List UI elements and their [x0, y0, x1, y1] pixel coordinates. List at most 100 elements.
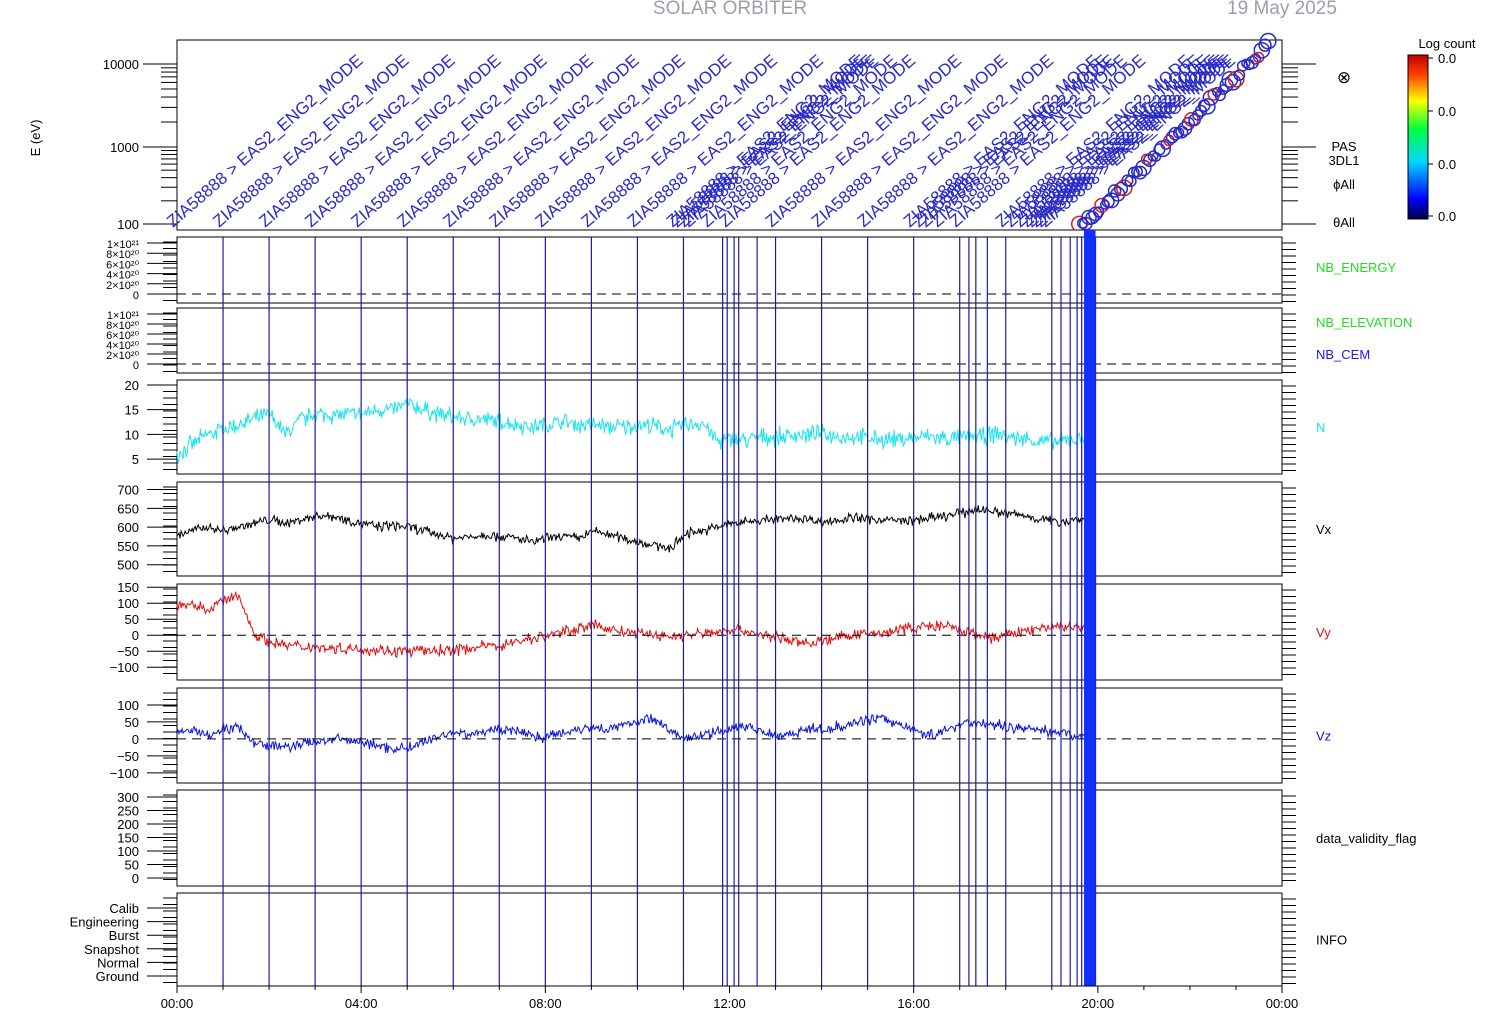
colorbar-tick-label: 0.0 — [1438, 157, 1456, 172]
annotation-cluster-mark — [1214, 89, 1226, 102]
colorbar — [1407, 54, 1429, 220]
spectrogram-y-tick-label: 10000 — [103, 57, 139, 72]
y-tick-label: 0 — [132, 628, 139, 643]
y-tick-label: 0 — [133, 360, 139, 372]
y-tick-label: 600 — [117, 520, 139, 535]
annotation-cluster-mark — [1211, 86, 1223, 97]
annotation-cluster-mark — [1199, 98, 1216, 115]
panel-nb_elevation: NB_ELEVATION NB_CEM 1×10²¹8×10²⁰6×10²⁰4×10… — [106, 307, 1412, 374]
y-tick-label: 0 — [132, 732, 139, 747]
y-tick-label: 250 — [117, 804, 139, 819]
annotation-cluster-mark — [1218, 84, 1229, 95]
annotation-cluster-mark — [1160, 139, 1172, 150]
time-axis: 00:00 04:00 08:00 12:00 16:00 20:00 00:00 — [161, 985, 1299, 1011]
series-line-vy — [176, 590, 1089, 659]
spectrogram-y-tick-label: 100 — [117, 217, 139, 232]
series-line-n — [176, 398, 1090, 464]
panel-frame — [176, 481, 1283, 577]
plot-title: SOLAR ORBITER — [653, 0, 807, 19]
spectrogram-label: ϕAll — [1333, 177, 1355, 192]
y-tick-label: 700 — [117, 483, 139, 498]
y-tick-label: 0 — [132, 871, 139, 886]
panel-frame — [176, 379, 1283, 475]
y-tick-label: 1×10²¹ — [107, 239, 139, 251]
series-line-vx — [176, 505, 1090, 553]
annotation-cluster-mark — [1243, 58, 1255, 71]
annotation-cluster-mark — [1192, 109, 1204, 121]
plot-date: 19 May 2025 — [1227, 0, 1337, 19]
panel-frame — [176, 789, 1283, 887]
panel-vx: Vx 500 550 600 650 700 — [117, 481, 1332, 577]
y-tick-label: 2×10²⁰ — [106, 280, 139, 292]
annotation-cluster-mark — [1100, 199, 1110, 210]
y-tick-label: 100 — [117, 596, 139, 611]
panel-vz: Vz −100 −50 0 50 100 — [110, 687, 1331, 784]
y-tick-label: 150 — [117, 831, 139, 846]
y-tick-label: −50 — [117, 749, 139, 764]
annotation-cluster-mark — [1115, 179, 1133, 197]
series-label-nb-elevation: NB_ELEVATION — [1316, 315, 1412, 330]
spectrogram-label: 3DL1 — [1328, 153, 1359, 168]
y-tick-label: 6×10²⁰ — [106, 259, 139, 271]
annotation-cluster-mark — [1107, 184, 1122, 198]
y-tick-label: 10 — [125, 427, 139, 442]
colorbar-label: Log count — [1418, 36, 1475, 51]
y-tick-label: 15 — [125, 403, 139, 418]
series-label-vx: Vx — [1316, 522, 1332, 537]
time-tick-label: 16:00 — [897, 996, 930, 1011]
annotation-cluster-mark — [1259, 32, 1277, 50]
y-tick-label: −100 — [110, 660, 139, 675]
series-line-vz — [176, 713, 1090, 755]
y-tick-label: 20 — [125, 378, 139, 393]
annotation-cluster-mark — [1175, 125, 1189, 139]
annotation-cluster-mark — [1181, 116, 1196, 131]
panel-n: N 5 10 15 20 — [125, 378, 1325, 475]
y-tick-label: 8×10²⁰ — [106, 249, 139, 261]
time-tick-label: 04:00 — [345, 996, 378, 1011]
y-tick-label: 650 — [117, 501, 139, 516]
y-tick-label: 150 — [117, 580, 139, 595]
y-tick-label: 50 — [125, 858, 139, 873]
y-tick-label: 0 — [133, 290, 139, 302]
series-label-vy: Vy — [1316, 625, 1331, 640]
colorbar-ticks: 0.0 0.0 0.0 0.0 — [1428, 51, 1456, 224]
time-tick-label: 00:00 — [1266, 996, 1299, 1011]
y-tick-label: Calib — [109, 901, 139, 916]
spectrogram-label: θAll — [1333, 215, 1355, 230]
y-tick-label: −50 — [117, 644, 139, 659]
series-label-info: INFO — [1316, 933, 1347, 948]
panel-frame — [176, 583, 1283, 681]
y-tick-label: −100 — [110, 766, 139, 781]
y-tick-label: Snapshot — [84, 942, 139, 957]
y-tick-label: Burst — [109, 928, 140, 943]
panel-frame — [176, 892, 1283, 987]
time-tick-label: 12:00 — [713, 996, 746, 1011]
y-tick-label: Engineering — [70, 915, 139, 930]
spectrogram-frame — [176, 39, 1283, 231]
spectrogram-y-tick-label: 1000 — [110, 140, 139, 155]
annotation-cluster-mark — [1147, 150, 1159, 162]
time-series-panels: NB_ENERGY1×10²¹8×10²⁰6×10²⁰4×10²⁰2×10²⁰0… — [70, 236, 1416, 987]
series-label-nb-cem: NB_CEM — [1316, 347, 1370, 362]
y-tick-label: 4×10²⁰ — [106, 340, 139, 352]
y-tick-label: 50 — [125, 715, 139, 730]
y-tick-label: 100 — [117, 844, 139, 859]
north-south-icon: ⊗ — [1337, 68, 1351, 87]
annotation-cluster-mark — [1140, 153, 1153, 166]
colorbar-tick-label: 0.0 — [1438, 104, 1456, 119]
energy-axis-label: E (eV) — [28, 120, 43, 157]
y-tick-label: 1×10²¹ — [107, 310, 139, 322]
time-tick-label: 00:00 — [161, 996, 194, 1011]
y-tick-label: 100 — [117, 698, 139, 713]
colorbar-tick-label: 0.0 — [1438, 51, 1456, 66]
y-tick-label: 50 — [125, 612, 139, 627]
y-tick-label: Normal — [97, 955, 139, 970]
time-tick-label: 08:00 — [529, 996, 562, 1011]
series-label-n: N — [1316, 420, 1325, 435]
series-label-vz: Vz — [1316, 729, 1331, 744]
